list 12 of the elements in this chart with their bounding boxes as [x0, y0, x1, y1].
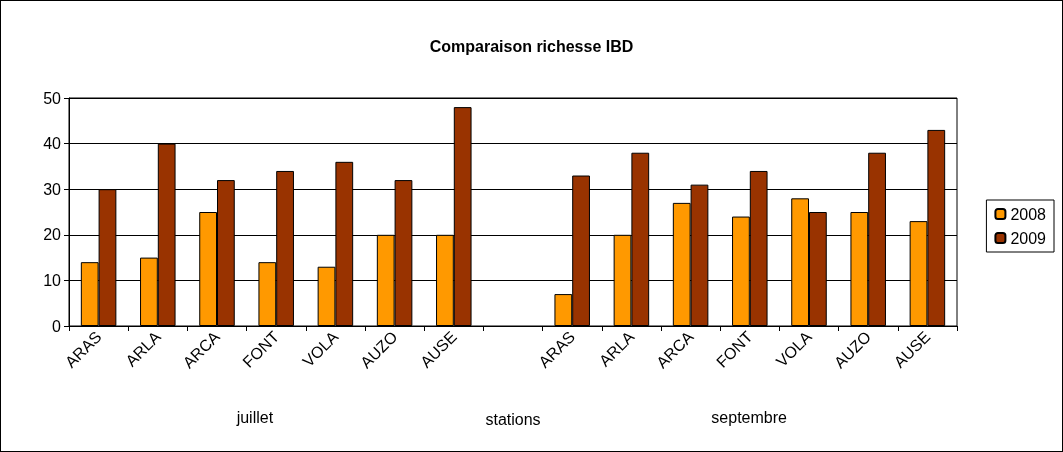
- y-tick-label: 40: [43, 135, 62, 153]
- text: septembre: [711, 408, 788, 426]
- y-tick-label: 30: [43, 180, 62, 198]
- x-axis-title: stations: [485, 410, 541, 428]
- text: juillet: [235, 408, 274, 426]
- chart-title: Comparaison richesse IBD: [429, 37, 634, 55]
- y-tick-label: 0: [52, 317, 62, 335]
- y-tick-label: 20: [43, 226, 62, 244]
- y-tick-label: 50: [43, 89, 62, 107]
- legend-label: 2009: [1010, 229, 1047, 247]
- legend-label: 2008: [1010, 205, 1047, 223]
- y-tick-label: 10: [43, 271, 62, 289]
